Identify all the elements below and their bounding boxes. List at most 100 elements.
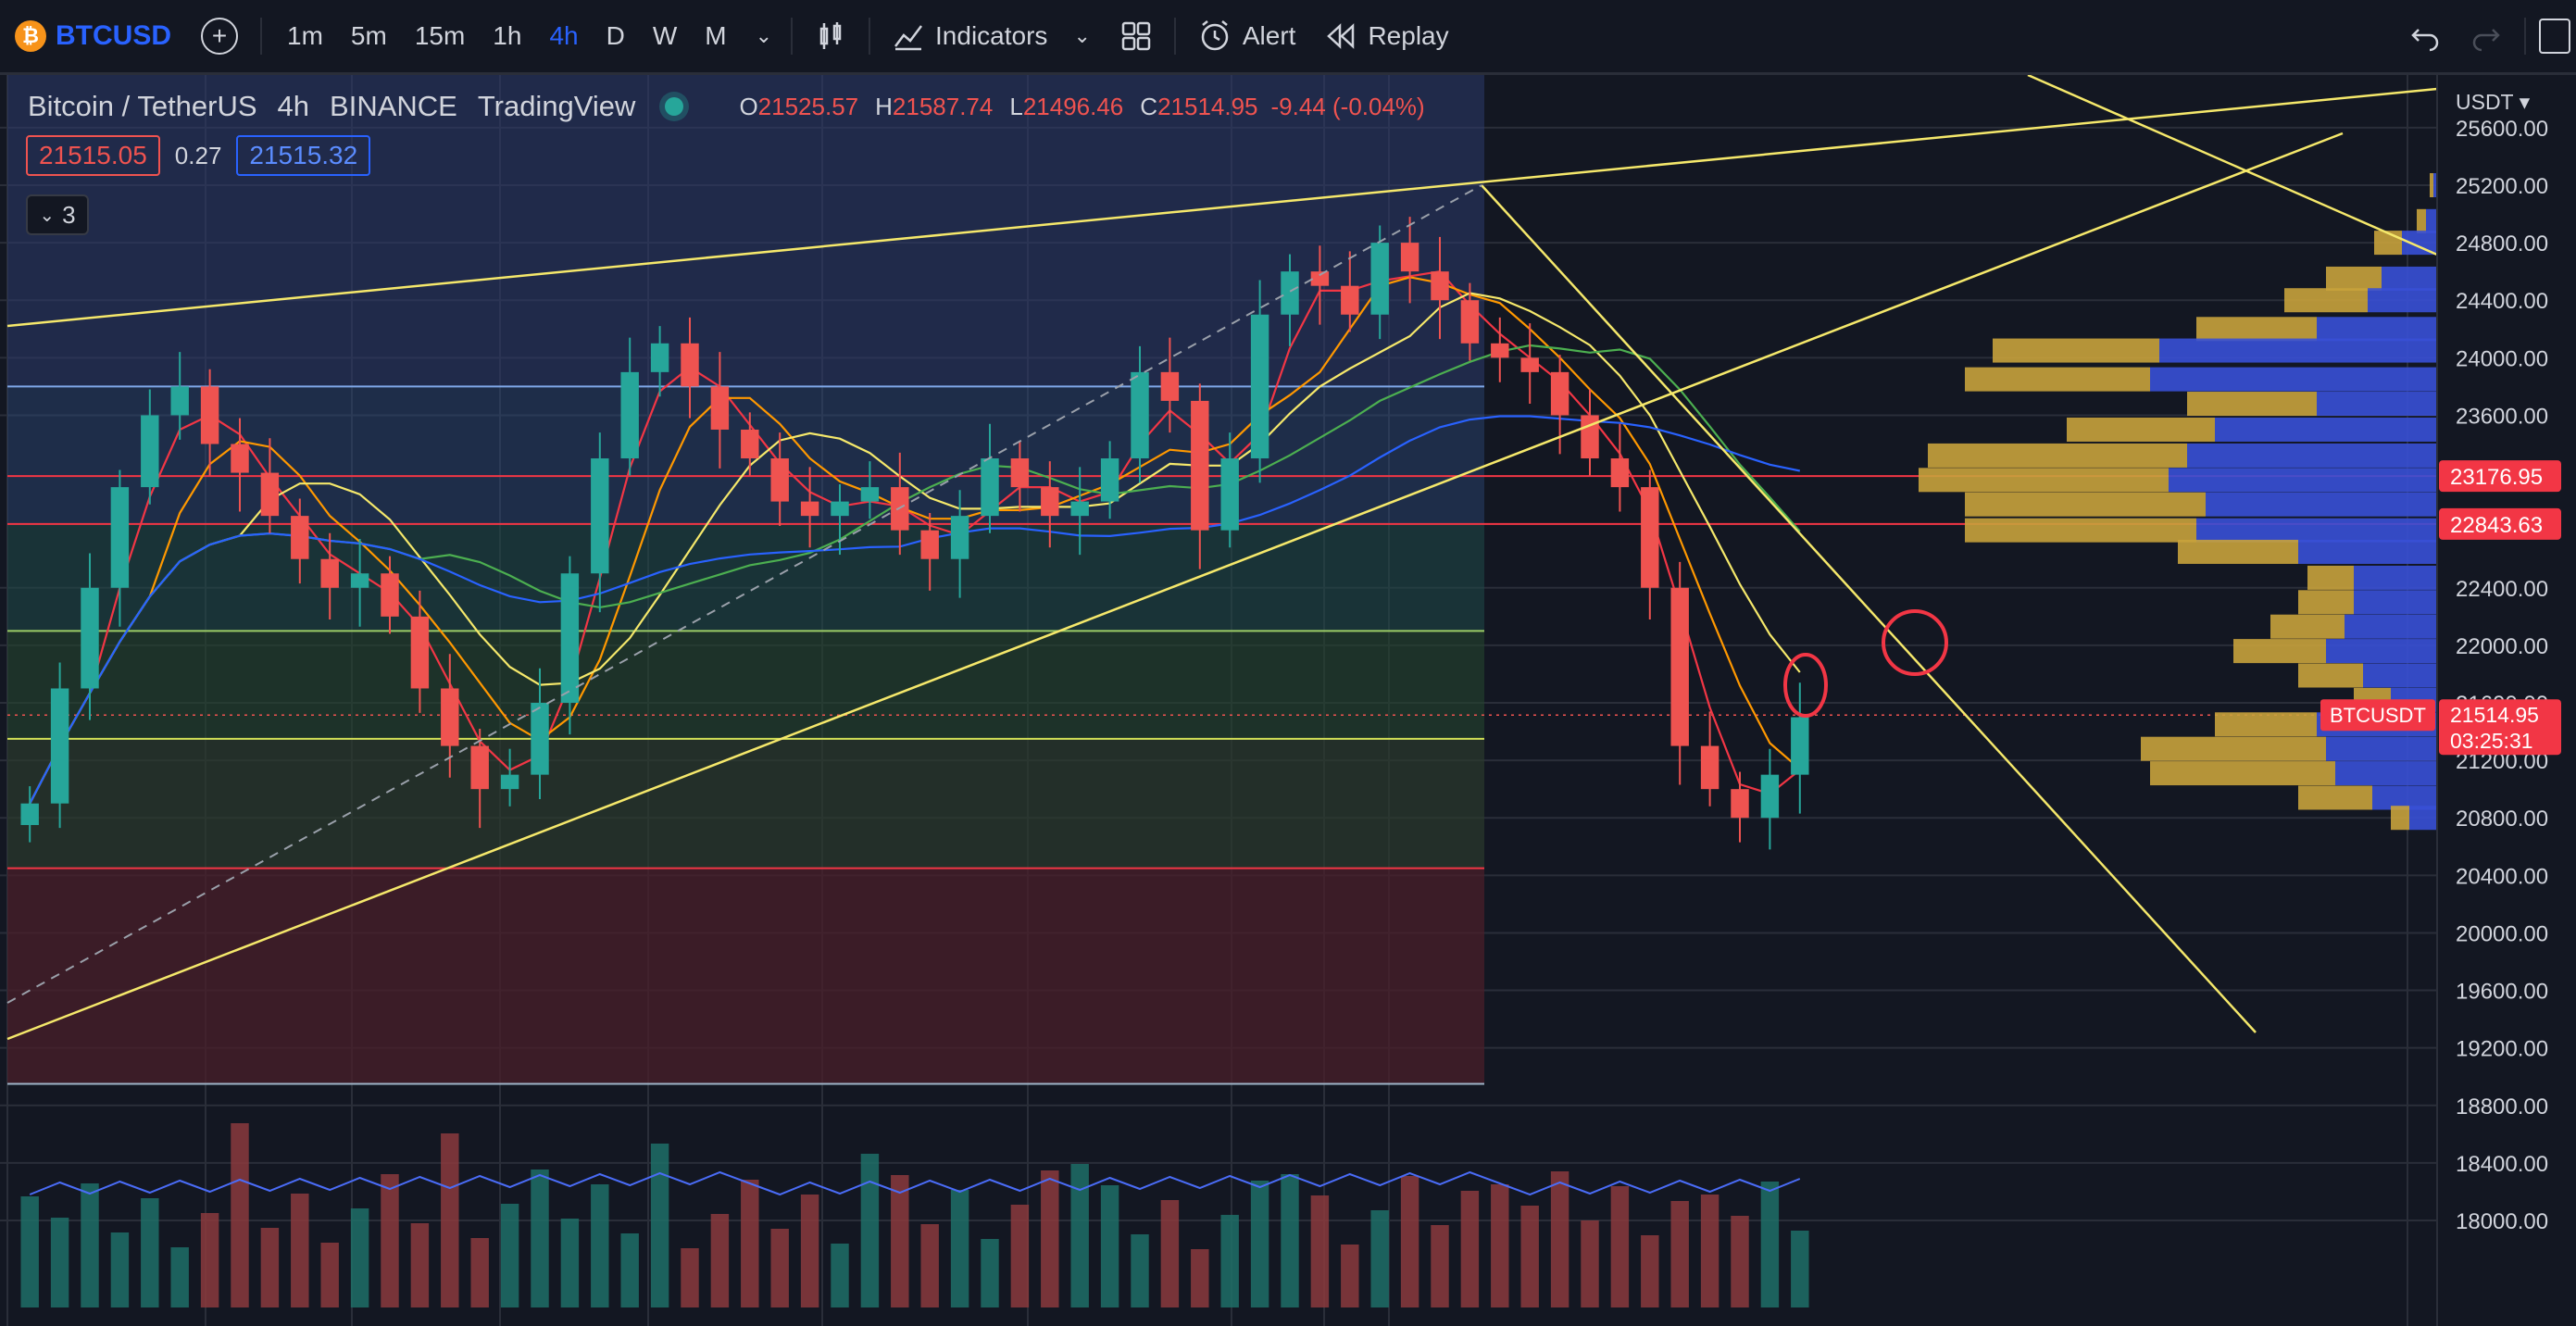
- bitcoin-icon: ₿: [15, 20, 46, 52]
- symbol-search[interactable]: ₿ BTCUSD: [0, 0, 186, 72]
- profile-bar-gold: [2233, 639, 2326, 664]
- volume-bar: [470, 1238, 489, 1307]
- profile-bar-gold: [2178, 539, 2298, 564]
- candle-body: [170, 386, 189, 416]
- zone-red: [7, 868, 1484, 1084]
- candle-body: [50, 688, 69, 804]
- trend-lines[interactable]: [6, 75, 2438, 1041]
- buy-price-button[interactable]: 21515.32: [236, 135, 371, 176]
- candle-body: [381, 573, 399, 617]
- volume-bar: [1641, 1235, 1659, 1307]
- price-tick-label: 24800.00: [2456, 231, 2548, 256]
- fullscreen-button[interactable]: [2533, 0, 2576, 72]
- interval-1m[interactable]: 1m: [287, 21, 323, 50]
- current-price-label: 21514.95: [2450, 703, 2539, 727]
- volume-bars: [20, 1123, 1809, 1307]
- profile-bar-blue: [2345, 614, 2437, 639]
- range-zones: [7, 75, 1484, 1084]
- moving-average-line: [29, 292, 1801, 805]
- trend-line-down: [1481, 184, 2257, 1033]
- volume-bar: [981, 1239, 999, 1307]
- profile-bar-gold: [2284, 288, 2368, 313]
- profile-bar-blue: [2196, 518, 2437, 543]
- interval-5m[interactable]: 5m: [350, 21, 387, 50]
- profile-bar-blue: [2409, 806, 2437, 831]
- volume-bar: [1670, 1201, 1689, 1307]
- interval-D[interactable]: D: [606, 21, 625, 50]
- legend-exchange: BINANCE: [330, 90, 457, 122]
- interval-dropdown[interactable]: ⌄: [744, 0, 783, 72]
- profile-bar-gold: [2298, 785, 2372, 810]
- candle-body: [860, 487, 880, 502]
- volume-bar: [110, 1232, 130, 1307]
- interval-M[interactable]: M: [705, 21, 727, 50]
- profile-bar-blue: [2354, 565, 2437, 590]
- candle-body: [950, 516, 969, 559]
- profile-bar-blue: [2326, 736, 2437, 761]
- replay-button[interactable]: Replay: [1310, 0, 1463, 72]
- price-tick-label: 23600.00: [2456, 404, 2548, 429]
- zone-olive: [7, 738, 1484, 869]
- volume-bar: [1370, 1210, 1389, 1307]
- candle-body: [1491, 343, 1509, 358]
- add-symbol-icon: +: [201, 18, 238, 55]
- candle-body: [1610, 458, 1630, 488]
- candle-body: [260, 472, 280, 517]
- candle-body: [1070, 501, 1089, 517]
- volume-bar: [620, 1233, 639, 1307]
- candle-body: [1281, 271, 1299, 315]
- profile-bar-gold: [2270, 614, 2345, 639]
- zone-blue-top: [7, 75, 1484, 387]
- candle-body: [141, 415, 159, 488]
- volume-bar: [410, 1223, 430, 1307]
- profile-bar-gold: [2298, 663, 2363, 688]
- volume-bar: [1160, 1200, 1180, 1307]
- profile-bar-blue: [2368, 288, 2437, 313]
- volume-bar: [950, 1190, 969, 1307]
- volume-bar: [1281, 1174, 1299, 1307]
- undo-button[interactable]: [2395, 0, 2456, 72]
- candle-body: [620, 371, 639, 459]
- candle-body: [1041, 487, 1059, 517]
- profile-bar-blue: [2372, 785, 2437, 810]
- profile-bar-gold: [2326, 266, 2382, 291]
- interval-W[interactable]: W: [652, 21, 678, 50]
- profile-bar-gold: [2391, 806, 2409, 831]
- volume-bar: [20, 1196, 39, 1307]
- volume-bar: [860, 1154, 880, 1307]
- volume-bar: [1100, 1185, 1119, 1307]
- bid-ask-row: 21515.05 0.27 21515.32: [26, 135, 371, 176]
- add-symbol-button[interactable]: +: [186, 0, 253, 72]
- price-tick-label: 25200.00: [2456, 174, 2548, 199]
- annotation-circle: [1783, 653, 1828, 718]
- redo-button[interactable]: [2456, 0, 2517, 72]
- candle-body: [350, 573, 369, 588]
- chart-canvas[interactable]: USDT ▾ 25600.00 25200.00 24800.00 24400.00 24…: [0, 75, 2576, 1326]
- sell-price-button[interactable]: 21515.05: [26, 135, 160, 176]
- interval-15m[interactable]: 15m: [414, 21, 466, 50]
- volume-bar: [770, 1229, 789, 1307]
- dashed-projection-line: [6, 184, 1482, 1004]
- ohlc-values: O 21525.57 H 21587.74 L 21496.46 C 21514.95 …: [739, 93, 1424, 121]
- price-tick-label: 24400.00: [2456, 289, 2548, 314]
- candle-body: [1670, 587, 1689, 746]
- interval-1h[interactable]: 1h: [493, 21, 522, 50]
- candle-body: [681, 343, 699, 387]
- indicators-collapse-button[interactable]: ⌄ 3: [26, 194, 89, 235]
- candle-body: [800, 501, 819, 517]
- countdown-label: 03:25:31: [2450, 729, 2533, 753]
- chart-type-button[interactable]: [800, 0, 861, 72]
- volume-bar: [1220, 1215, 1239, 1307]
- layout-icon: [1121, 21, 1151, 51]
- price-tick-label: 22000.00: [2456, 634, 2548, 659]
- chevron-down-icon: ⌄: [755, 24, 773, 47]
- alert-button[interactable]: Alert: [1183, 0, 1311, 72]
- high-label: H: [875, 92, 893, 120]
- trend-line-right: [2027, 75, 2438, 256]
- volume-bar: [1520, 1206, 1539, 1307]
- layout-button[interactable]: [1106, 0, 1167, 72]
- interval-4h[interactable]: 4h: [549, 21, 579, 50]
- indicators-button[interactable]: Indicators ⌄: [878, 0, 1106, 72]
- candle-body: [1760, 774, 1780, 819]
- price-axis[interactable]: USDT ▾ 25600.00 25200.00 24800.00 24400.00 24…: [2320, 75, 2576, 1326]
